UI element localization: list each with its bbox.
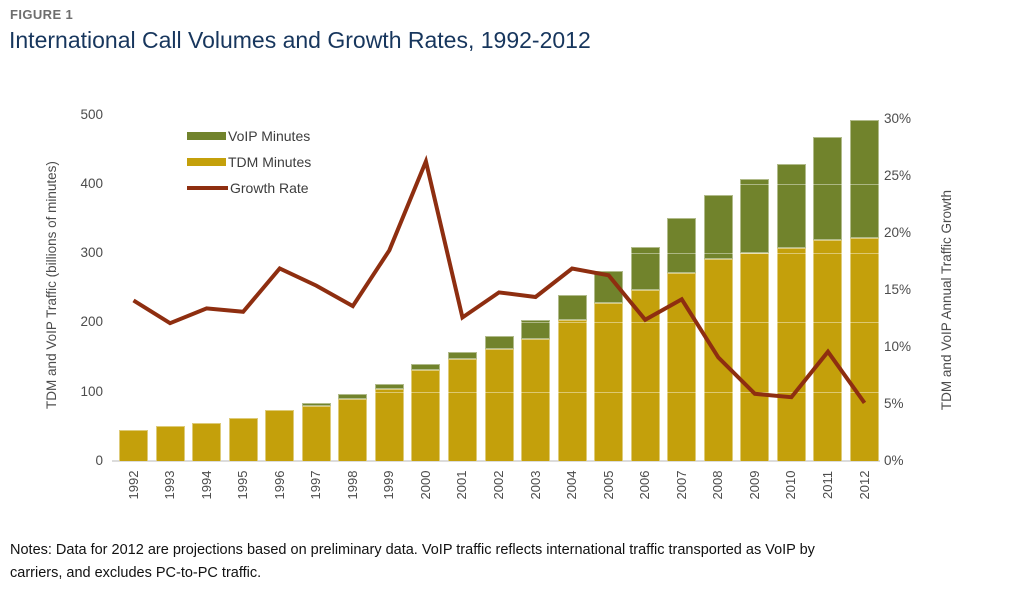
voip-bar-segment [484, 336, 514, 350]
right-axis-tick-label: 25% [884, 168, 912, 184]
chart-title: International Call Volumes and Growth Ra… [9, 27, 591, 53]
legend-label-voip: VoIP Minutes [228, 128, 311, 144]
tdm-bar-segment [447, 359, 477, 461]
growth-rate-polyline [132, 154, 867, 405]
tdm-bar-segment [338, 398, 368, 461]
tdm-bar-segment [228, 418, 258, 461]
voip-bar-segment [740, 178, 770, 254]
left-axis-tick-label: 300 [80, 245, 103, 261]
voip-bar-segment [630, 246, 660, 290]
notes-line-1: Notes: Data for 2012 are projections bas… [10, 542, 815, 558]
right-axis-tick-label: 10% [884, 339, 912, 355]
voip-bar-segment [813, 136, 843, 240]
legend-item-voip: VoIP Minutes [187, 123, 311, 149]
tdm-bar-segment [411, 369, 441, 461]
tdm-bar-segment [776, 247, 806, 461]
tdm-bar-segment [813, 239, 843, 461]
tdm-bar-segment [557, 319, 587, 461]
voip-bar-segment [667, 218, 697, 274]
legend-item-growth: Growth Rate [187, 175, 311, 201]
voip-bar-segment [374, 384, 404, 389]
tdm-bar-segment [374, 388, 404, 461]
voip-bar-segment [447, 352, 477, 360]
right-axis-tick-label: 20% [884, 225, 912, 241]
right-axis-tick-label: 5% [884, 396, 904, 412]
voip-bar-segment [703, 194, 733, 259]
voip-bar-segment [850, 120, 879, 238]
voip-bar-segment [301, 402, 331, 407]
voip-bar-segment [521, 319, 551, 340]
tdm-swatch-icon [187, 158, 226, 166]
voip-bar-segment [776, 163, 806, 248]
voip-swatch-icon [187, 132, 226, 140]
left-axis-tick-label: 200 [80, 314, 103, 330]
tdm-bar-segment [155, 425, 185, 461]
gridline [112, 253, 880, 255]
tdm-bar-segment [265, 410, 295, 461]
figure-label: FIGURE 1 [10, 7, 74, 22]
tdm-bar-segment [521, 339, 551, 461]
notes-line-2: carriers, and excludes PC-to-PC traffic. [10, 565, 262, 581]
legend-label-tdm: TDM Minutes [228, 154, 312, 170]
right-axis-tick-label: 30% [884, 111, 912, 127]
tdm-bar-segment [740, 253, 770, 461]
voip-bar-segment [338, 394, 368, 399]
tdm-bar-segment [484, 349, 514, 461]
tdm-bar-segment [301, 406, 331, 461]
gridline [112, 322, 880, 324]
legend-label-growth: Growth Rate [230, 180, 309, 196]
left-axis-tick-label: 100 [80, 383, 103, 399]
gridline [112, 391, 880, 393]
growth-swatch-icon [187, 186, 228, 190]
chart-legend: VoIP Minutes TDM Minutes Growth Rate [187, 123, 311, 201]
tdm-bar-segment [850, 237, 879, 461]
tdm-bar-segment [594, 302, 624, 461]
left-axis-tick-label: 400 [80, 175, 103, 191]
gridline [112, 114, 880, 116]
tdm-bar-segment [119, 429, 148, 461]
x-axis-baseline [112, 460, 880, 462]
figure-notes: Notes: Data for 2012 are projections bas… [10, 539, 815, 585]
right-axis-tick-label: 0% [884, 453, 904, 468]
voip-bar-segment [557, 295, 587, 320]
legend-item-tdm: TDM Minutes [187, 149, 311, 175]
left-axis-tick-label: 500 [80, 106, 103, 122]
tdm-bar-segment [667, 273, 697, 461]
gridline [112, 183, 880, 185]
right-axis-tick-label: 15% [884, 282, 912, 298]
voip-bar-segment [411, 363, 441, 370]
left-axis-tick-label: 0 [95, 453, 103, 468]
tdm-bar-segment [192, 422, 222, 461]
